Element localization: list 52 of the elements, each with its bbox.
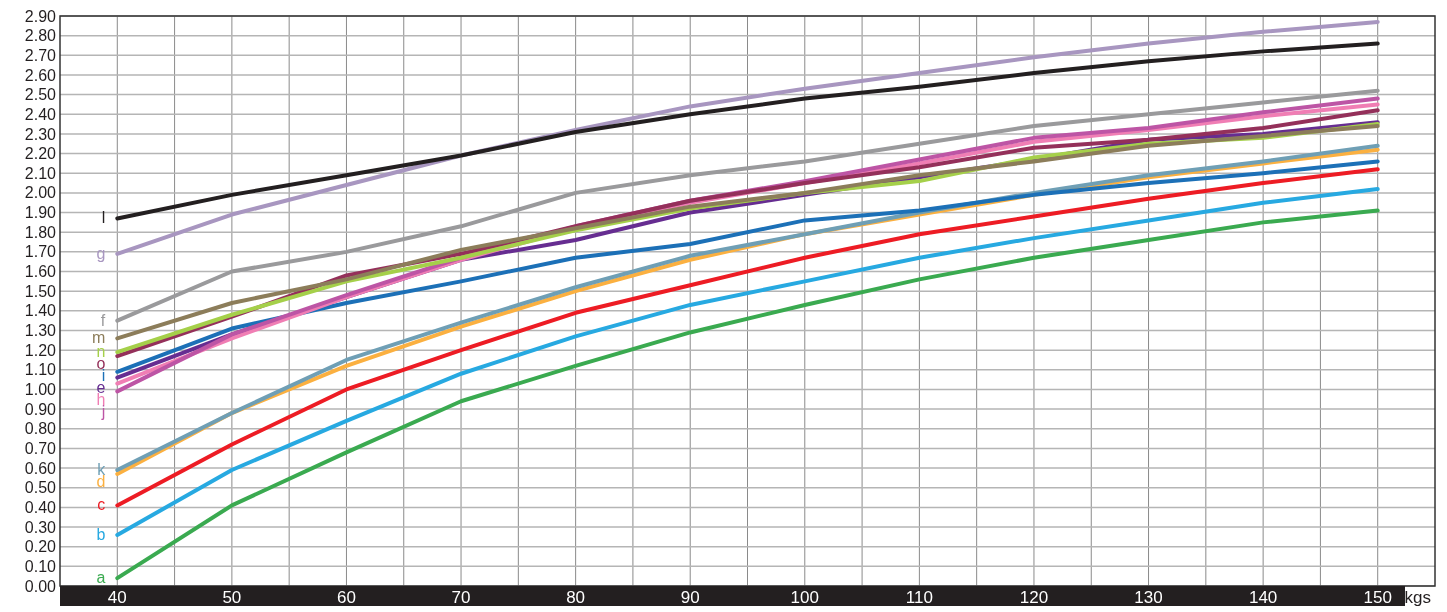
y-tick-label: 0.80 bbox=[24, 420, 57, 438]
y-tick-label: 2.00 bbox=[24, 184, 57, 202]
y-tick-label: 1.70 bbox=[24, 243, 57, 261]
y-tick-label: 0.60 bbox=[24, 459, 57, 477]
x-tick-label: 130 bbox=[1134, 588, 1163, 607]
x-axis-title: kgs bbox=[1404, 588, 1431, 607]
x-tick-label: 100 bbox=[790, 588, 819, 607]
y-tick-label: 1.60 bbox=[24, 263, 57, 281]
y-tick-label: 2.30 bbox=[24, 125, 57, 143]
y-tick-label: 2.80 bbox=[24, 27, 57, 45]
series-label: c bbox=[97, 496, 106, 514]
y-tick-label: 0.20 bbox=[24, 538, 57, 556]
series-label: f bbox=[100, 311, 106, 329]
y-tick-label: 1.80 bbox=[24, 223, 57, 241]
x-tick-label: 150 bbox=[1363, 588, 1392, 607]
y-tick-label: 1.20 bbox=[24, 341, 57, 359]
y-tick-label: 0.90 bbox=[24, 400, 57, 418]
x-tick-label: 50 bbox=[222, 588, 242, 607]
x-tick-label: 140 bbox=[1248, 588, 1278, 607]
series-label: l bbox=[101, 209, 106, 227]
x-tick-label: 40 bbox=[107, 588, 127, 607]
y-tick-label: 1.00 bbox=[24, 381, 57, 399]
series-label: a bbox=[96, 569, 106, 587]
x-tick-label: 70 bbox=[451, 588, 471, 607]
y-tick-label: 2.50 bbox=[24, 86, 57, 104]
line-series bbox=[115, 159, 1380, 374]
line-series bbox=[115, 208, 1380, 581]
y-tick-label: 1.90 bbox=[24, 204, 57, 222]
y-tick-label: 1.50 bbox=[24, 282, 57, 300]
x-tick-label: 60 bbox=[337, 588, 356, 607]
y-tick-label: 2.10 bbox=[24, 164, 57, 182]
y-tick-label: 2.20 bbox=[24, 145, 57, 163]
line-series bbox=[115, 88, 1380, 323]
y-tick-label: 0.50 bbox=[24, 479, 57, 497]
y-tick-label: 1.40 bbox=[24, 302, 57, 320]
y-tick-label: 2.70 bbox=[24, 46, 57, 64]
line-series bbox=[115, 41, 1380, 221]
y-tick-label: 0.40 bbox=[24, 498, 57, 516]
x-tick-label: 110 bbox=[905, 588, 933, 607]
y-tick-label: 0.00 bbox=[24, 577, 57, 595]
x-tick-label: 80 bbox=[566, 588, 586, 607]
x-tick-label: 120 bbox=[1019, 588, 1049, 607]
y-tick-label: 1.10 bbox=[24, 361, 57, 379]
y-tick-label: 0.70 bbox=[24, 440, 57, 458]
y-tick-label: 0.30 bbox=[24, 518, 57, 536]
y-tick-label: 2.60 bbox=[24, 66, 57, 84]
y-tick-label: 2.90 bbox=[24, 7, 57, 25]
y-tick-label: 0.10 bbox=[24, 557, 57, 575]
series-label: b bbox=[96, 525, 106, 543]
y-tick-label: 1.30 bbox=[24, 322, 57, 340]
x-tick-label: 90 bbox=[680, 588, 700, 607]
y-tick-label: 2.40 bbox=[24, 105, 57, 123]
